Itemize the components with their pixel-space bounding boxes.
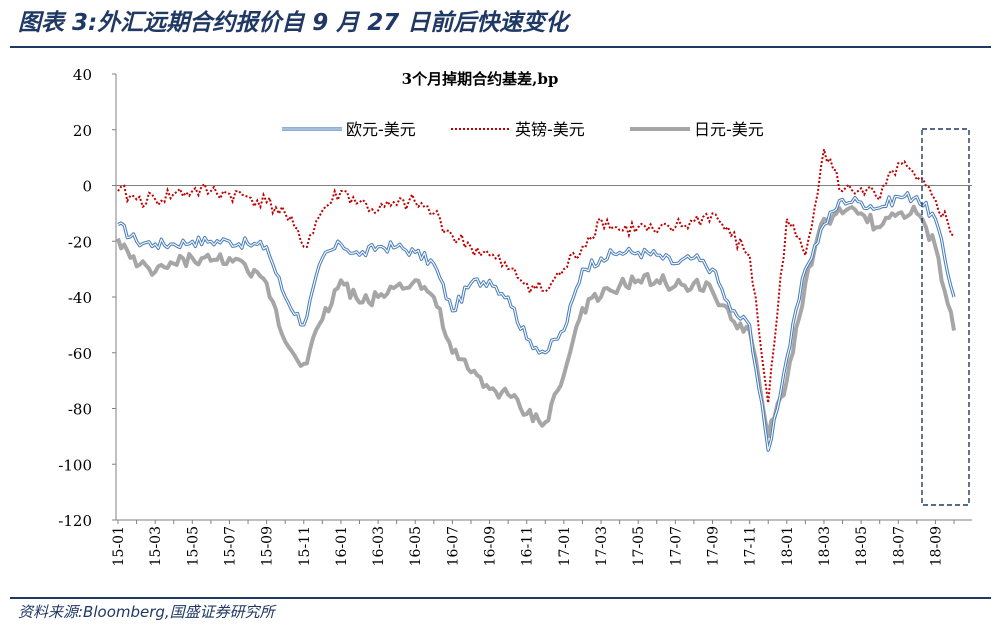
x-tick-label: 16-03 <box>371 526 387 566</box>
x-tick-label: 18-09 <box>928 526 944 566</box>
x-tick-label: 17-05 <box>631 526 647 566</box>
x-tick-label: 18-05 <box>854 526 870 566</box>
x-tick-label: 18-07 <box>891 526 907 566</box>
y-tick-label: -100 <box>58 456 92 474</box>
legend-label: 英镑-美元 <box>515 120 585 139</box>
series-line-0-inner <box>117 192 955 451</box>
x-tick-label: 15-05 <box>185 526 201 566</box>
y-tick-label: -60 <box>68 345 92 363</box>
title-divider <box>10 46 991 48</box>
x-tick-label: 15-11 <box>297 526 313 566</box>
y-tick-label: 0 <box>82 178 92 196</box>
series-line-1 <box>117 149 955 404</box>
axis-layer: 40 20 0 -20 -40 -60 -80 -100 -120 15-01 15-03 15-05… <box>58 66 972 566</box>
series-layer <box>116 149 956 452</box>
x-tick-label: 16-09 <box>483 526 499 566</box>
y-tick-label: 40 <box>73 66 92 84</box>
x-tick-label: 15-09 <box>260 526 276 566</box>
x-tick-label: 15-03 <box>148 526 164 566</box>
x-tick-label: 16-05 <box>408 526 424 566</box>
x-tick-label: 17-07 <box>668 526 684 566</box>
y-tick-label: -80 <box>68 401 92 419</box>
x-tick-label: 16-11 <box>520 526 536 566</box>
x-tick-label: 15-07 <box>222 526 238 566</box>
source-divider <box>10 597 991 599</box>
x-tick-label: 15-01 <box>111 526 127 566</box>
x-tick-label: 18-01 <box>780 526 796 566</box>
y-tick-label: 20 <box>73 122 92 140</box>
highlight-box <box>921 128 970 506</box>
y-tick-label: -40 <box>68 289 92 307</box>
x-tick-label: 17-11 <box>743 526 759 566</box>
legend-label: 欧元-美元 <box>346 120 416 139</box>
figure-title: 图表 3:外汇远期合约报价自 9 月 27 日前后快速变化 <box>18 10 569 36</box>
y-tick-label: -120 <box>58 512 92 530</box>
y-tick-label: -20 <box>68 233 92 251</box>
series-line-0-outer <box>117 191 956 452</box>
x-tick-label: 17-01 <box>557 526 573 566</box>
x-tick-label: 16-07 <box>445 526 461 566</box>
x-tick-label: 17-09 <box>705 526 721 566</box>
x-tick-label: 17-03 <box>594 526 610 566</box>
legend-label: 日元-美元 <box>694 120 764 139</box>
chart-legend: 欧元-美元 英镑-美元 日元-美元 <box>282 120 764 139</box>
x-tick-label: 16-01 <box>334 526 350 566</box>
x-tick-label: 18-03 <box>817 526 833 566</box>
source-note: 资料来源:Bloomberg,国盛证券研究所 <box>18 603 275 621</box>
chart-title: 3个月掉期合约基差,bp <box>402 70 559 88</box>
